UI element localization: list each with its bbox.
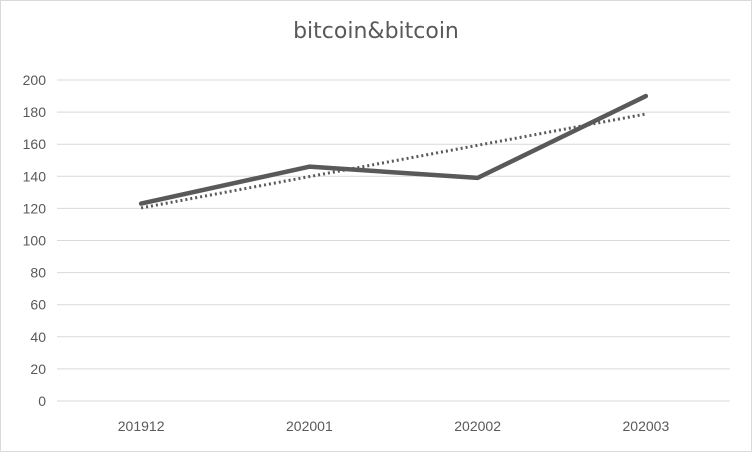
x-tick-label: 202002	[454, 418, 501, 434]
y-tick-label: 60	[30, 297, 46, 313]
y-tick-label: 140	[23, 168, 47, 184]
y-tick-label: 200	[23, 72, 47, 88]
y-tick-label: 120	[23, 200, 47, 216]
chart-title: bitcoin&bitcoin	[293, 19, 459, 44]
x-tick-label: 202003	[623, 418, 670, 434]
y-tick-label: 100	[23, 233, 47, 249]
series-line	[138, 93, 649, 206]
trendline	[140, 112, 647, 210]
y-tick-label: 0	[38, 393, 46, 409]
y-tick-label: 40	[30, 329, 46, 345]
y-tick-label: 180	[23, 104, 47, 120]
x-tick-label: 201912	[118, 418, 165, 434]
y-tick-label: 160	[23, 136, 47, 152]
x-tick-label: 202001	[286, 418, 333, 434]
y-tick-label: 80	[30, 265, 46, 281]
y-tick-label: 20	[30, 361, 46, 377]
